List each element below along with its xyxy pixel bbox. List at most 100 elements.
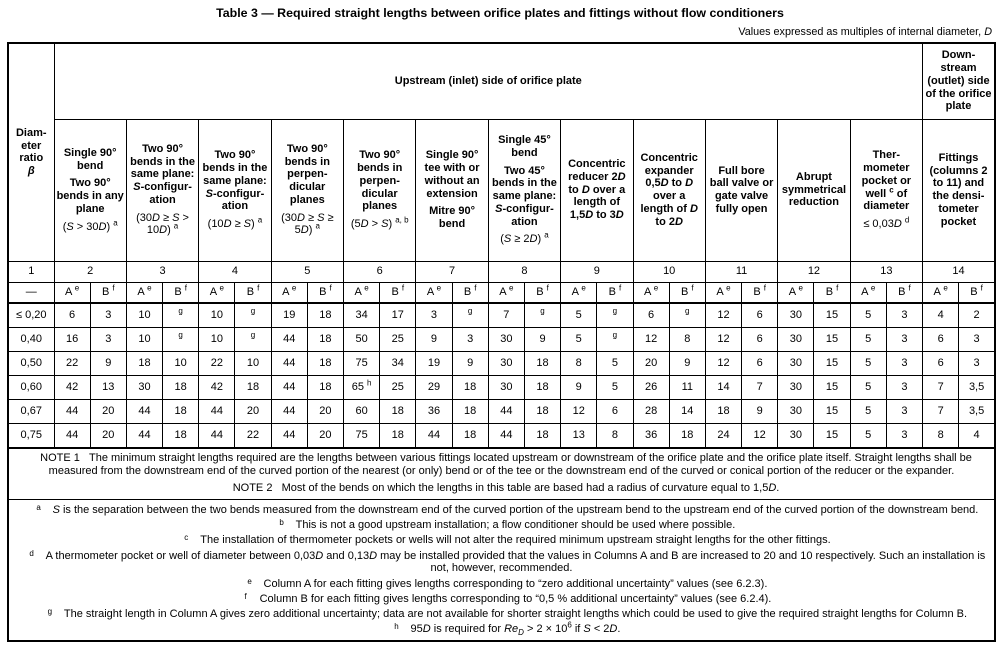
value-cell: 9 <box>451 351 489 376</box>
value-cell: 42 <box>53 375 91 400</box>
fitting-header-abrupt-reduction: Abrupt symmetrical reduction <box>777 118 851 262</box>
value-cell: g <box>523 302 562 328</box>
fitting-header-two-90-same-plane-s2: Two 90° bends in the same plane: S-confi… <box>198 118 272 262</box>
notes-row: NOTE 1 The minimum straight lengths requi… <box>7 447 996 501</box>
value-cell: 6 <box>596 399 634 424</box>
value-cell: 12 <box>632 327 670 352</box>
value-cell: 24 <box>704 423 743 449</box>
value-cell: 44 <box>125 423 164 449</box>
value-cell: 5 <box>849 327 887 352</box>
fitting-header-single-45-bend: Single 45° bend Two 45° bends in the same… <box>487 118 562 262</box>
note-1-text: The minimum straight lengths required ar… <box>48 452 972 477</box>
column-number: 4 <box>198 260 272 283</box>
value-cell: 18 <box>162 375 200 400</box>
value-cell: 18 <box>234 375 272 400</box>
value-cell: 22 <box>53 351 91 376</box>
value-cell: 3 <box>885 375 924 400</box>
value-cell: 18 <box>451 375 489 400</box>
value-cell: 13 <box>560 423 598 449</box>
value-cell: 18 <box>306 375 345 400</box>
value-cell: 25 <box>379 375 417 400</box>
value-cell: g <box>234 302 272 328</box>
value-cell: 44 <box>487 423 525 449</box>
value-cell: 20 <box>632 351 670 376</box>
value-cell: 3,5 <box>958 375 996 400</box>
value-cell: g <box>162 327 200 352</box>
footnote-d-text: A thermometer pocket or well of diameter… <box>45 549 986 575</box>
footnote-d-key: d <box>29 548 34 558</box>
fitting-header-ball-valve: Full bore ball valve or gate valve fully… <box>704 118 779 262</box>
table-body: ≤ 0,20 6 3 10 g 10 g 19 18 34 17 3 g 7 g 5 g 6 g 12 6 30 15 5 3 4… <box>7 302 996 449</box>
dash-cell: — <box>7 281 55 304</box>
value-cell: 44 <box>487 399 525 424</box>
value-cell: 6 <box>922 327 960 352</box>
column-number: 3 <box>125 260 200 283</box>
value-cell: 15 <box>813 399 851 424</box>
col-b-header: B f <box>885 281 924 304</box>
value-cell: 44 <box>125 399 164 424</box>
value-cell: 18 <box>704 399 743 424</box>
footnote-c-key: c <box>184 533 189 543</box>
value-cell: 5 <box>560 327 598 352</box>
data-row: 0,75 44 20 44 18 44 22 44 20 75 18 44 18 44 18 13 8 36 18 2… <box>7 423 996 449</box>
value-cell: 5 <box>849 399 887 424</box>
column-number: 13 <box>849 260 924 283</box>
value-cell: 8 <box>560 351 598 376</box>
footnote-a: a S is the separation between the two ben… <box>11 503 992 517</box>
value-cell: 42 <box>198 375 236 400</box>
value-cell: g <box>668 302 706 328</box>
col-b-header: B f <box>89 281 127 304</box>
column-number: 10 <box>632 260 706 283</box>
footnotes-row: a S is the separation between the two ben… <box>7 499 996 641</box>
value-cell: 9 <box>523 327 562 352</box>
value-cell: 17 <box>379 302 417 328</box>
fitting-header-two-90-same-plane-s1: Two 90° bends in the same plane: S-confi… <box>125 118 200 262</box>
value-cell: 75 <box>342 423 381 449</box>
col-b-header: B f <box>596 281 634 304</box>
value-cell: 8 <box>922 423 960 449</box>
value-cell: 18 <box>306 302 345 328</box>
value-cell: 20 <box>306 423 345 449</box>
col-a-header: A e <box>849 281 887 304</box>
value-cell: g <box>596 327 634 352</box>
footnote-h-key: h <box>394 622 399 632</box>
value-cell: 30 <box>487 351 525 376</box>
col-b-header: B f <box>813 281 851 304</box>
value-cell: 15 <box>813 302 851 328</box>
downstream-group-header: Down-stream (outlet) side of the orifice… <box>922 42 996 120</box>
value-cell: 26 <box>632 375 670 400</box>
value-cell: 30 <box>777 423 815 449</box>
fitting-header-single-90-bend: Single 90° bend Two 90° bends in any plan… <box>53 118 127 262</box>
footnote-b-text: This is not a good upstream installation… <box>295 519 736 531</box>
column-number: 6 <box>342 260 417 283</box>
note-1: NOTE 1 The minimum straight lengths requi… <box>11 452 992 478</box>
fitting-header-two-90-perpendicular-2: Two 90° bends in perpen-dicular planes (5… <box>342 118 417 262</box>
col-a-header: A e <box>922 281 960 304</box>
value-cell: 9 <box>89 351 127 376</box>
value-cell: 14 <box>668 399 706 424</box>
value-cell: 9 <box>560 375 598 400</box>
col-a-header: A e <box>53 281 91 304</box>
value-cell: 30 <box>777 302 815 328</box>
value-cell: 12 <box>560 399 598 424</box>
table-title: Table 3 — Required straight lengths betw… <box>216 6 784 20</box>
value-cell: 6 <box>632 302 670 328</box>
value-cell: 8 <box>596 423 634 449</box>
header-row-groups: Diam-eter ratio β Upstream (inlet) side of… <box>7 42 996 262</box>
column-number: 2 <box>53 260 127 283</box>
value-cell: 4 <box>958 423 996 449</box>
value-cell: 9 <box>415 327 453 352</box>
value-cell: 28 <box>632 399 670 424</box>
value-cell: 18 <box>306 351 345 376</box>
value-cell: 10 <box>162 351 200 376</box>
value-cell: 44 <box>270 375 308 400</box>
value-cell: 5 <box>596 351 634 376</box>
value-cell: 3 <box>885 302 924 328</box>
value-cell: g <box>162 302 200 328</box>
note-2: NOTE 2 Most of the bends on which the len… <box>11 482 992 495</box>
footnote-a-text: S is the separation between the two bend… <box>52 503 979 516</box>
value-cell: 22 <box>234 423 272 449</box>
value-cell: 7 <box>922 399 960 424</box>
value-cell: 30 <box>487 375 525 400</box>
value-cell: 50 <box>342 327 381 352</box>
